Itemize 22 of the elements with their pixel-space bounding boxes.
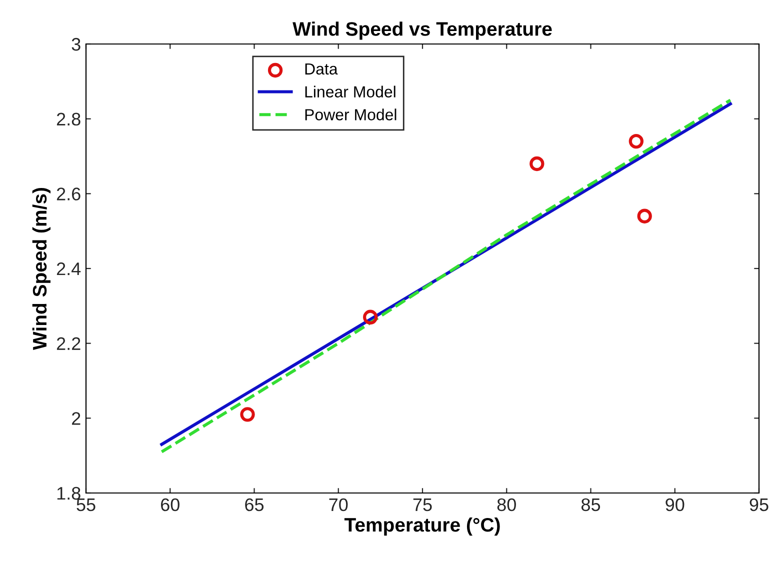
y-tick-label: 2 [72, 412, 80, 425]
legend-label: Power Model [305, 108, 396, 120]
x-axis-title: Temperature (°C) [344, 517, 500, 536]
x-tick-label: 70 [329, 498, 348, 512]
y-tick-label: 2.8 [56, 112, 80, 126]
legend-label: Data [305, 63, 338, 75]
y-tick-label: 1.8 [57, 486, 80, 500]
x-tick-label: 75 [413, 498, 432, 512]
y-tick-label: 3 [72, 38, 80, 51]
x-tick-label: 85 [581, 498, 600, 512]
y-axis-title: Wind Speed (m/s) [32, 188, 50, 350]
y-tick-label: 2.6 [56, 188, 80, 200]
x-tick-label: 90 [666, 498, 684, 512]
x-tick-label: 60 [161, 498, 180, 512]
chart-title: Wind Speed vs Temperature [292, 22, 552, 40]
legend-label: Linear Model [305, 86, 396, 98]
y-tick-label: 2.4 [56, 262, 81, 276]
x-tick-label: 65 [245, 498, 264, 512]
x-tick-label: 80 [497, 498, 516, 512]
x-tick-label: 55 [76, 498, 96, 512]
x-tick-label: 95 [750, 498, 768, 512]
y-tick-label: 2.2 [56, 337, 80, 350]
